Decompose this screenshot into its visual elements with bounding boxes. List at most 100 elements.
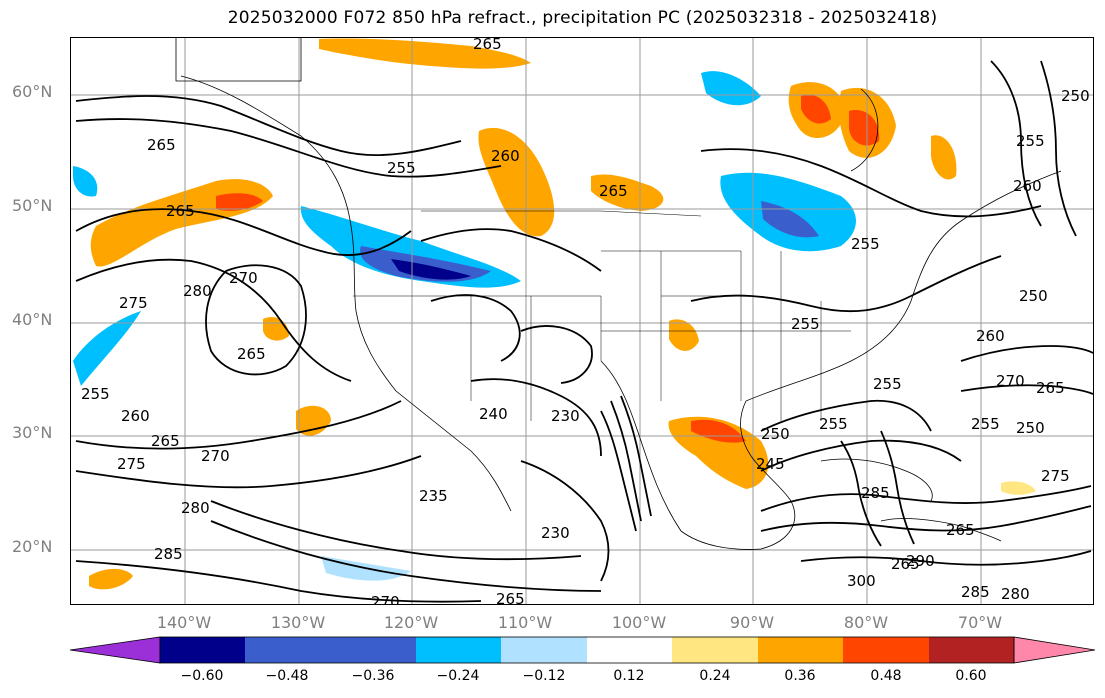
contour-label: 255 bbox=[1016, 132, 1045, 150]
colorbar-bin bbox=[501, 637, 587, 663]
precip-positive-area bbox=[319, 38, 531, 69]
colorbar-max-extend bbox=[1013, 636, 1096, 664]
contour-label: 240 bbox=[479, 405, 508, 423]
colorbar-tick-label: 0.12 bbox=[613, 668, 645, 684]
lon-label-110w: 110°W bbox=[497, 613, 553, 632]
colorbar-tick-label: 0.60 bbox=[955, 668, 987, 684]
contour-label: 245 bbox=[756, 455, 785, 473]
lon-label-120w: 120°W bbox=[383, 613, 439, 632]
contour-label: 280 bbox=[183, 282, 212, 300]
contour-label: 260 bbox=[1013, 177, 1042, 195]
lon-label-130w: 130°W bbox=[270, 613, 326, 632]
lat-label-20n: 20°N bbox=[12, 537, 53, 556]
map-canvas: 265 265 255 260 265 265 275 280 270 265 … bbox=[71, 38, 1093, 605]
precip-positive-area bbox=[591, 174, 664, 211]
colorbar-tick-label: −0.36 bbox=[351, 668, 395, 684]
colorbar-tick-label: 0.24 bbox=[699, 668, 731, 684]
colorbar-tick-label: 0.48 bbox=[870, 668, 902, 684]
contour-label: 255 bbox=[971, 415, 1000, 433]
colorbar-bin bbox=[160, 637, 245, 663]
colorbar-bin bbox=[330, 637, 416, 663]
contour-label: 255 bbox=[873, 375, 902, 393]
contour-label: 265 bbox=[237, 345, 266, 363]
colorbar-tick-label: 0.36 bbox=[784, 668, 816, 684]
precip-positive-area bbox=[669, 319, 699, 351]
contour-label: 265 bbox=[946, 521, 975, 539]
lon-label-80w: 80°W bbox=[843, 613, 889, 632]
contour-label: 265 bbox=[151, 432, 180, 450]
contour-label: 230 bbox=[551, 407, 580, 425]
contour-label: 250 bbox=[1019, 287, 1048, 305]
precip-positive-area bbox=[89, 568, 133, 590]
colorbar-tick-label: −0.24 bbox=[436, 668, 480, 684]
lon-label-70w: 70°W bbox=[957, 613, 1003, 632]
lon-label-90w: 90°W bbox=[729, 613, 775, 632]
colorbar-bin bbox=[416, 637, 501, 663]
contour-label: 265 bbox=[147, 136, 176, 154]
map-panel: 265 265 255 260 265 265 275 280 270 265 … bbox=[70, 37, 1094, 605]
colorbar-bin bbox=[672, 637, 758, 663]
lat-label-30n: 30°N bbox=[12, 423, 53, 442]
contour-label: 275 bbox=[119, 294, 148, 312]
contour-label: 285 bbox=[861, 484, 890, 502]
colorbar-bin bbox=[245, 637, 330, 663]
contour-label: 285 bbox=[961, 583, 990, 601]
precip-negative-area bbox=[701, 71, 761, 106]
contour-label: 265 bbox=[473, 38, 502, 53]
contour-label: 270 bbox=[371, 593, 400, 605]
contour-label: 270 bbox=[229, 269, 258, 287]
colorbar-bin bbox=[843, 637, 929, 663]
contour-label: 255 bbox=[387, 159, 416, 177]
colorbar bbox=[69, 636, 1096, 664]
precip-positive-area bbox=[90, 179, 273, 267]
contour-label: 300 bbox=[847, 572, 876, 590]
precip-positive-area bbox=[1001, 481, 1036, 495]
refractivity-contours bbox=[75, 60, 1093, 603]
colorbar-tick-label: −0.48 bbox=[265, 668, 309, 684]
precip-positive-area bbox=[931, 135, 957, 180]
colorbar-bin bbox=[929, 637, 1014, 663]
contour-label: 280 bbox=[181, 499, 210, 517]
precip-positive-core bbox=[216, 193, 263, 211]
precip-negative-area bbox=[73, 311, 141, 386]
contour-label: 255 bbox=[819, 415, 848, 433]
colorbar-tick-label: −0.12 bbox=[522, 668, 566, 684]
contour-label: 265 bbox=[891, 555, 920, 573]
lat-label-50n: 50°N bbox=[12, 196, 53, 215]
graticule bbox=[71, 38, 1093, 604]
contour-label: 235 bbox=[419, 487, 448, 505]
precip-negative-core bbox=[761, 201, 819, 238]
contour-label: 255 bbox=[81, 385, 110, 403]
colorbar-bin bbox=[758, 637, 843, 663]
colorbar-frame bbox=[159, 636, 1015, 664]
contour-label: 270 bbox=[201, 447, 230, 465]
contour-label: 275 bbox=[1041, 467, 1070, 485]
precip-positive-core bbox=[801, 94, 831, 124]
contour-label: 265 bbox=[166, 202, 195, 220]
contour-label: 265 bbox=[1036, 379, 1065, 397]
precip-negative-area bbox=[73, 166, 98, 197]
contour-label: 270 bbox=[996, 372, 1025, 390]
contour-label: 250 bbox=[1016, 419, 1045, 437]
lat-label-40n: 40°N bbox=[12, 310, 53, 329]
map-title: 2025032000 F072 850 hPa refract., precip… bbox=[227, 8, 938, 28]
contour-labels: 265 265 255 260 265 265 275 280 270 265 … bbox=[81, 38, 1090, 605]
contour-label: 260 bbox=[976, 327, 1005, 345]
lat-label-60n: 60°N bbox=[12, 82, 53, 101]
precip-negative-core bbox=[391, 259, 471, 280]
contour-label: 250 bbox=[761, 425, 790, 443]
precip-positive-core bbox=[691, 419, 746, 443]
contour-label: 290 bbox=[906, 552, 935, 570]
precip-positive-area bbox=[668, 416, 769, 489]
contour-label: 280 bbox=[1001, 585, 1030, 603]
colorbar-bin bbox=[587, 637, 672, 663]
contour-label: 265 bbox=[496, 590, 525, 605]
contour-label: 255 bbox=[851, 235, 880, 253]
precip-shading bbox=[73, 38, 1036, 590]
contour-label: 260 bbox=[491, 147, 520, 165]
contour-label: 275 bbox=[117, 455, 146, 473]
precip-positive-core bbox=[849, 110, 880, 146]
contour-label: 285 bbox=[154, 545, 183, 563]
colorbar-min-extend bbox=[69, 636, 161, 664]
precip-positive-area bbox=[478, 127, 555, 237]
